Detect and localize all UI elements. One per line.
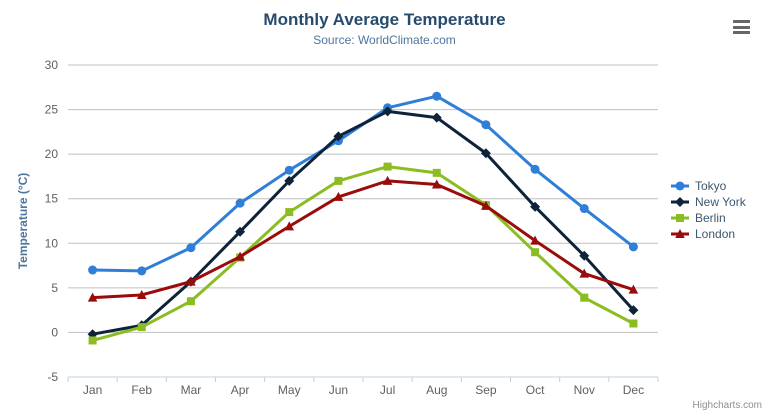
data-point-london[interactable] xyxy=(382,175,393,185)
x-axis-tick-label: Nov xyxy=(574,383,595,397)
data-point-london[interactable] xyxy=(628,284,639,294)
legend-label-new-york: New York xyxy=(695,195,746,209)
data-point-berlin[interactable] xyxy=(137,323,146,332)
x-axis-tick-label: Mar xyxy=(181,383,202,397)
x-axis-tick-label: Jun xyxy=(329,383,348,397)
data-point-berlin[interactable] xyxy=(383,162,392,171)
data-point-london[interactable] xyxy=(87,292,98,302)
data-point-tokyo[interactable] xyxy=(579,204,589,214)
data-point-berlin[interactable] xyxy=(186,297,195,306)
x-axis-tick-label: Jul xyxy=(380,383,395,397)
legend-symbol-triangle-icon xyxy=(671,229,689,238)
data-point-new-york[interactable] xyxy=(628,305,639,316)
highcharts-credit-link[interactable]: Highcharts.com xyxy=(692,400,762,411)
legend-symbol-square-icon xyxy=(671,214,689,222)
x-axis-tick-label: Oct xyxy=(526,383,545,397)
export-menu-button[interactable] xyxy=(733,19,752,35)
data-point-london[interactable] xyxy=(284,221,295,231)
data-point-tokyo[interactable] xyxy=(235,198,245,208)
chart-subtitle: Source: WorldClimate.com xyxy=(313,33,456,47)
series-line-new-york[interactable] xyxy=(91,109,635,336)
data-point-tokyo[interactable] xyxy=(628,242,638,252)
data-point-berlin[interactable] xyxy=(88,336,97,345)
x-axis-tick-label: Jan xyxy=(83,383,102,397)
data-point-new-york[interactable] xyxy=(530,201,541,212)
data-point-new-york[interactable] xyxy=(431,112,442,123)
data-point-london[interactable] xyxy=(579,268,590,278)
hamburger-menu-icon xyxy=(733,25,750,29)
y-axis-tick-label: 0 xyxy=(51,325,58,339)
data-point-tokyo[interactable] xyxy=(88,265,98,275)
y-axis-tick-label: 20 xyxy=(45,147,59,161)
data-point-tokyo[interactable] xyxy=(481,120,491,130)
data-point-berlin[interactable] xyxy=(334,176,343,185)
data-point-london[interactable] xyxy=(481,200,491,210)
x-axis-tick-label: Apr xyxy=(231,383,250,397)
legend-label-tokyo: Tokyo xyxy=(695,179,727,193)
y-axis-tick-label: 30 xyxy=(45,58,59,72)
series-line-berlin[interactable] xyxy=(91,165,635,342)
legend-item-tokyo[interactable]: Tokyo xyxy=(670,178,746,194)
legend-label-london: London xyxy=(695,227,736,241)
hamburger-menu-icon xyxy=(733,31,750,34)
y-axis-title: Temperature (°C) xyxy=(16,173,30,270)
y-axis-tick-label: -5 xyxy=(47,370,58,384)
data-point-tokyo[interactable] xyxy=(530,164,540,174)
y-axis-tick-label: 10 xyxy=(45,236,59,250)
data-point-london[interactable] xyxy=(431,179,442,189)
data-point-new-york[interactable] xyxy=(235,226,246,237)
data-point-berlin[interactable] xyxy=(432,168,441,177)
legend-symbol-diamond-icon xyxy=(671,197,689,207)
data-point-tokyo[interactable] xyxy=(186,243,196,253)
chart-title: Monthly Average Temperature xyxy=(263,10,506,29)
y-axis-tick-label: 5 xyxy=(51,281,58,295)
data-point-new-york[interactable] xyxy=(333,131,344,142)
legend-symbol-circle-icon xyxy=(671,181,689,191)
legend: Tokyo New York Berlin London xyxy=(670,178,746,242)
data-point-tokyo[interactable] xyxy=(432,91,442,101)
hamburger-menu-icon xyxy=(733,20,750,23)
data-point-tokyo[interactable] xyxy=(284,165,294,175)
data-point-london[interactable] xyxy=(530,235,540,245)
data-point-berlin[interactable] xyxy=(580,293,589,302)
data-point-london[interactable] xyxy=(235,251,245,261)
data-point-berlin[interactable] xyxy=(285,208,294,217)
data-point-tokyo[interactable] xyxy=(137,266,147,276)
legend-item-london[interactable]: London xyxy=(670,226,746,242)
x-axis-tick-label: Dec xyxy=(623,383,644,397)
y-axis-tick-label: 15 xyxy=(45,192,59,206)
data-point-new-york[interactable] xyxy=(382,106,393,117)
data-point-london[interactable] xyxy=(333,191,344,201)
data-point-new-york[interactable] xyxy=(579,250,590,261)
data-point-new-york[interactable] xyxy=(480,148,491,159)
legend-item-new-york[interactable]: New York xyxy=(670,194,746,210)
x-axis-tick-label: Feb xyxy=(131,383,152,397)
data-point-london[interactable] xyxy=(186,276,196,286)
data-point-berlin[interactable] xyxy=(629,319,638,328)
data-point-new-york[interactable] xyxy=(284,175,295,186)
y-axis-tick-label: 25 xyxy=(45,103,59,117)
legend-label-berlin: Berlin xyxy=(695,211,726,225)
x-axis-tick-label: May xyxy=(278,383,301,397)
series-line-london[interactable] xyxy=(91,179,635,300)
data-point-london[interactable] xyxy=(136,289,147,299)
x-axis-tick-label: Sep xyxy=(475,383,497,397)
legend-item-berlin[interactable]: Berlin xyxy=(670,210,746,226)
data-point-berlin[interactable] xyxy=(531,248,540,257)
x-axis-tick-label: Aug xyxy=(426,383,447,397)
